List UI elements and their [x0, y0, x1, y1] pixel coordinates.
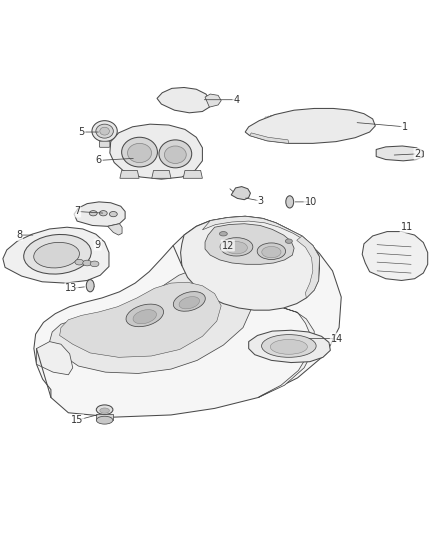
Polygon shape [362, 231, 427, 280]
Ellipse shape [83, 260, 92, 266]
Ellipse shape [127, 143, 152, 163]
Ellipse shape [226, 241, 247, 254]
Text: 3: 3 [258, 196, 264, 206]
Ellipse shape [262, 246, 281, 258]
Polygon shape [231, 187, 251, 200]
Polygon shape [152, 171, 171, 179]
Ellipse shape [164, 146, 186, 164]
Ellipse shape [159, 140, 192, 168]
Ellipse shape [96, 124, 113, 138]
Ellipse shape [75, 259, 84, 265]
Polygon shape [60, 282, 221, 357]
Ellipse shape [126, 304, 163, 327]
Ellipse shape [96, 405, 113, 415]
Ellipse shape [89, 211, 97, 216]
Polygon shape [3, 227, 109, 283]
Ellipse shape [261, 335, 316, 357]
Polygon shape [157, 87, 210, 113]
Ellipse shape [122, 138, 157, 167]
Text: 5: 5 [78, 127, 85, 137]
Ellipse shape [257, 243, 286, 260]
Text: 15: 15 [71, 415, 83, 425]
Ellipse shape [100, 127, 110, 135]
Text: 13: 13 [65, 284, 78, 293]
Polygon shape [36, 342, 73, 375]
Polygon shape [120, 171, 139, 179]
Polygon shape [249, 330, 330, 362]
Polygon shape [250, 133, 289, 143]
Text: 1: 1 [402, 122, 408, 132]
Polygon shape [180, 216, 319, 310]
Ellipse shape [90, 261, 99, 266]
Polygon shape [376, 146, 424, 161]
Text: 11: 11 [401, 222, 413, 232]
Ellipse shape [34, 243, 79, 268]
Polygon shape [205, 224, 294, 264]
Text: 14: 14 [331, 334, 343, 344]
Polygon shape [245, 108, 375, 143]
Text: 2: 2 [414, 149, 421, 159]
Text: 12: 12 [222, 240, 234, 251]
Polygon shape [183, 171, 202, 179]
Ellipse shape [133, 310, 156, 324]
Polygon shape [297, 236, 319, 298]
Text: 7: 7 [74, 206, 80, 216]
Polygon shape [49, 269, 252, 374]
Polygon shape [34, 216, 341, 417]
Polygon shape [108, 224, 122, 235]
Ellipse shape [100, 408, 110, 413]
Polygon shape [96, 414, 113, 420]
Ellipse shape [179, 297, 200, 309]
Ellipse shape [99, 211, 107, 216]
Text: 9: 9 [95, 240, 101, 249]
Ellipse shape [286, 239, 292, 244]
Polygon shape [202, 216, 319, 257]
FancyBboxPatch shape [99, 141, 110, 147]
Polygon shape [205, 94, 221, 107]
Ellipse shape [219, 231, 227, 236]
Ellipse shape [173, 292, 205, 311]
Ellipse shape [220, 238, 253, 256]
Polygon shape [258, 308, 314, 398]
Ellipse shape [92, 120, 117, 142]
Ellipse shape [86, 280, 94, 292]
Polygon shape [110, 124, 202, 179]
Polygon shape [74, 202, 125, 227]
Text: 10: 10 [304, 197, 317, 207]
Ellipse shape [24, 235, 91, 274]
Ellipse shape [110, 212, 117, 217]
Text: 4: 4 [233, 95, 240, 104]
Ellipse shape [270, 340, 307, 354]
Ellipse shape [96, 416, 113, 424]
Text: 6: 6 [96, 156, 102, 165]
Ellipse shape [286, 196, 293, 208]
Text: 8: 8 [16, 230, 22, 240]
